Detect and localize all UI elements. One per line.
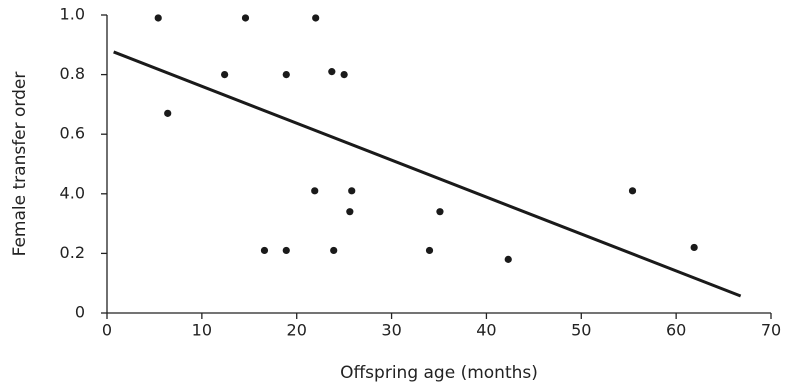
point <box>221 71 229 79</box>
x-tick-label: 0 <box>102 321 112 340</box>
point <box>260 246 269 255</box>
point <box>241 14 250 22</box>
x-tick-label: 10 <box>192 321 212 340</box>
y-axis-label: Female transfer order <box>10 72 30 257</box>
x-axis-label: Offspring age (months) <box>340 363 538 383</box>
point <box>154 14 162 22</box>
point <box>328 68 336 76</box>
y-tick-label: 1.0 <box>60 5 85 24</box>
x-tick-label: 40 <box>476 321 496 340</box>
point <box>282 71 290 79</box>
x-tick-label: 30 <box>381 321 401 340</box>
point <box>348 187 356 195</box>
trend-line <box>113 50 742 298</box>
y-tick-label: 0.6 <box>60 124 85 143</box>
point <box>312 14 320 22</box>
point <box>311 187 319 195</box>
point <box>282 246 290 255</box>
point <box>628 187 637 195</box>
x-tick-label: 60 <box>666 321 686 340</box>
point <box>340 71 348 79</box>
point <box>164 109 172 117</box>
x-tick-label: 20 <box>287 321 307 340</box>
y-tick-label: 4.0 <box>60 183 85 202</box>
point <box>330 246 338 255</box>
point <box>690 243 698 252</box>
y-tick-label: 0.8 <box>60 64 85 83</box>
point <box>346 208 354 216</box>
point <box>425 246 434 255</box>
y-tick-label: 0 <box>75 303 85 322</box>
point <box>504 255 512 263</box>
y-tick-label: 0.2 <box>60 243 85 262</box>
x-tick-label: 70 <box>761 321 781 340</box>
x-tick-label: 50 <box>571 321 591 340</box>
point <box>436 208 444 216</box>
